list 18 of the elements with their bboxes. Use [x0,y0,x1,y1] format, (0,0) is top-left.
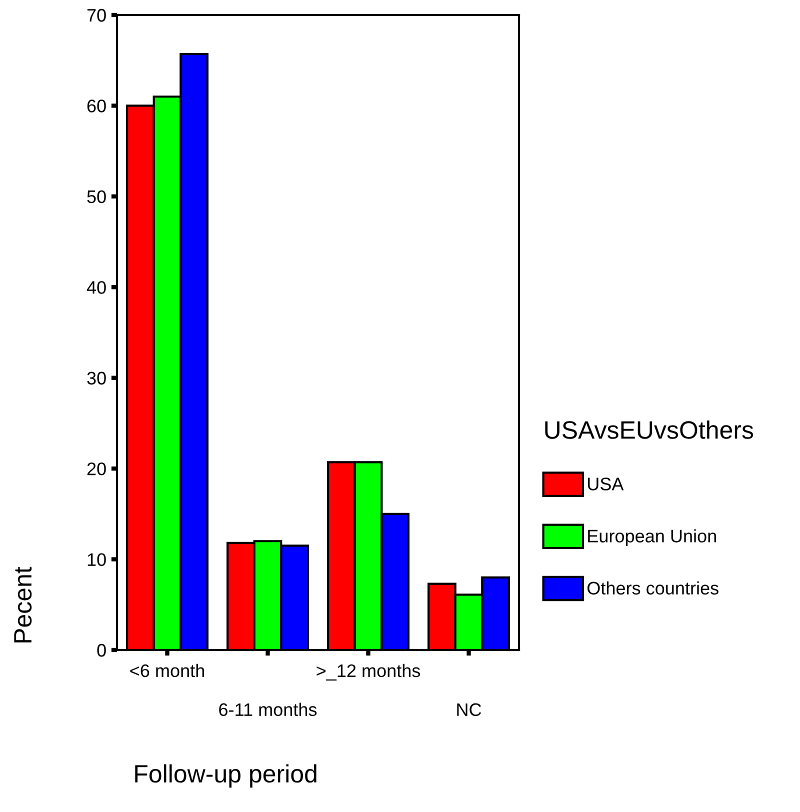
y-tick-label: 40 [86,281,106,294]
y-axis-title: Pecent [14,566,32,642]
x-tick-label: <6 month [130,664,204,678]
legend-title: USAvsEUvsOthers [545,420,754,439]
y-tick-label: 0 [97,644,106,657]
y-tick-label: 30 [87,372,106,385]
x-tick-label: >_12 months [316,664,420,681]
x-tick-label: NC [457,703,482,716]
y-tick-label: 10 [88,553,106,566]
y-tick-label: 20 [87,462,106,476]
legend-label: European Union [588,529,716,546]
y-tick-label: 50 [87,190,106,204]
y-tick-label: 70 [87,8,106,22]
legend-label: Others countries [587,581,718,595]
y-tick-label: 60 [87,100,106,112]
x-axis-title: Follow-up period [135,764,316,788]
legend-label: USA [588,478,624,490]
x-tick-label: 6-11 months [219,702,317,716]
